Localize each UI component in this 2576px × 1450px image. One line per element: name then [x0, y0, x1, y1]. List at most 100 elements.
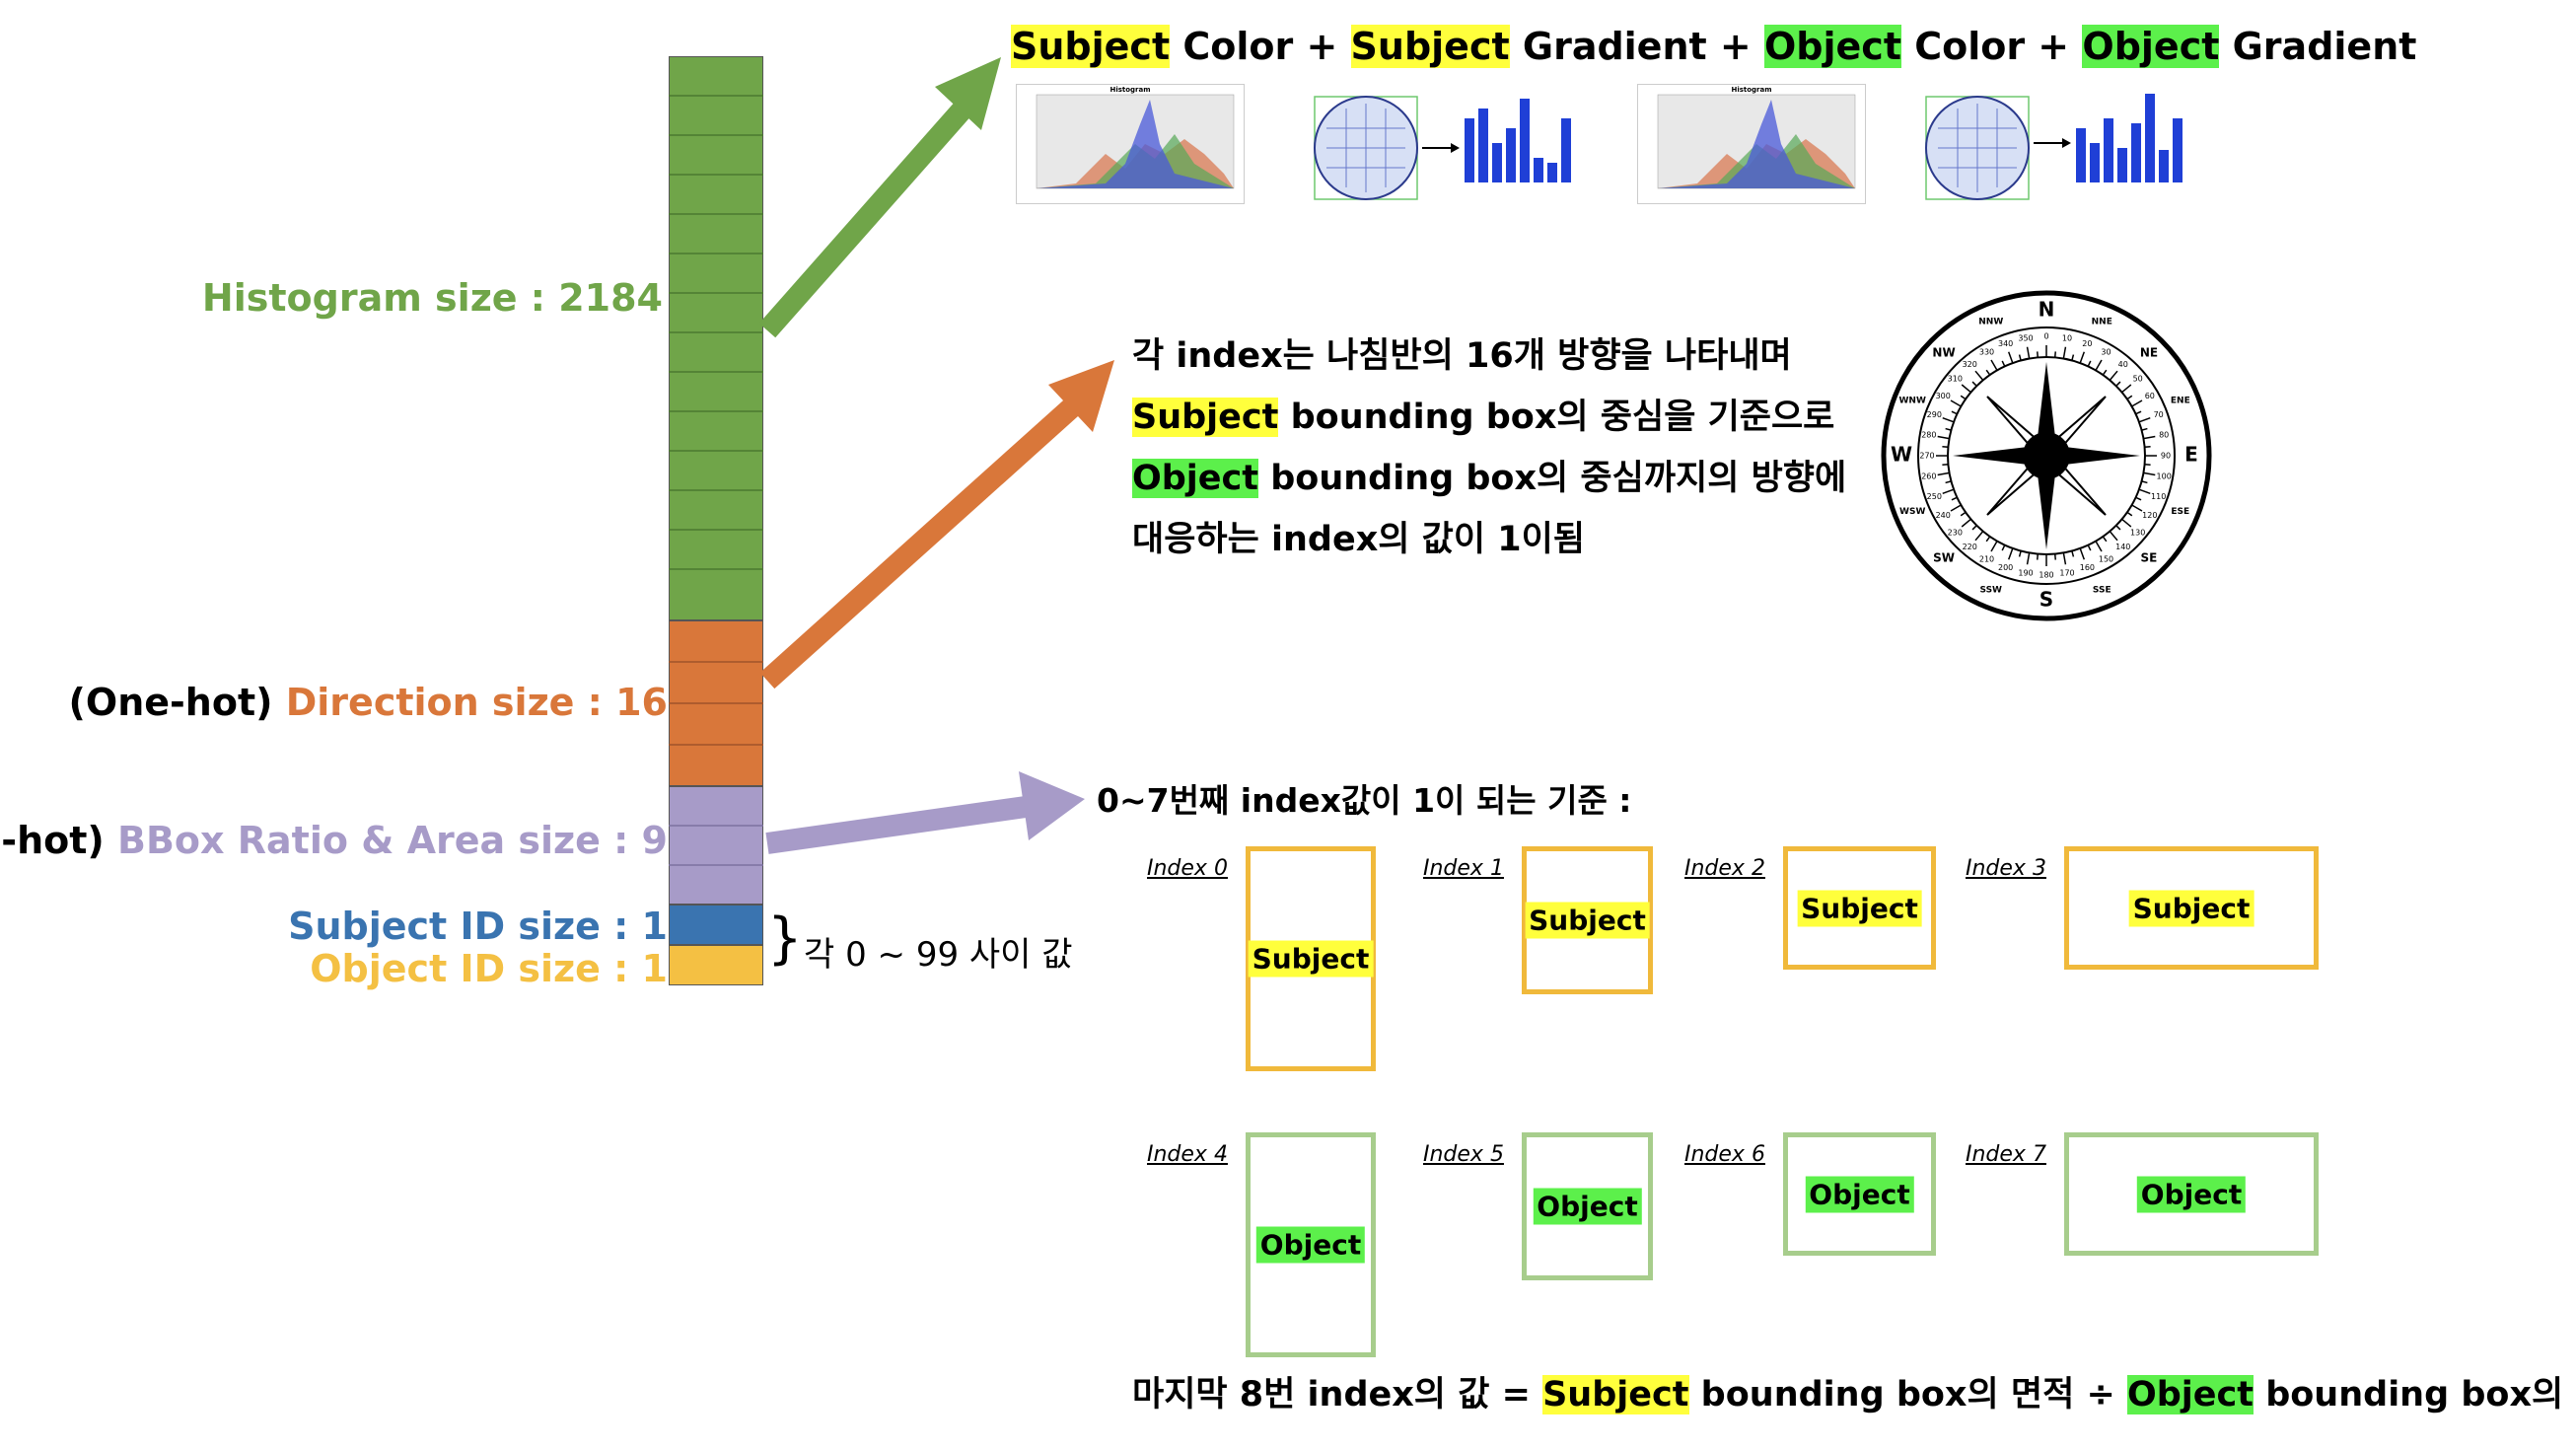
direction-desc-line-2: Subject bounding box의 중심을 기준으로 — [1132, 387, 1834, 448]
feature-vector-column — [668, 55, 764, 986]
subject-box-label: Subject — [1248, 940, 1374, 978]
compass-direction-label: SSE — [2093, 585, 2111, 595]
direction-line-3-rest: bounding box의 중심까지의 방향에 — [1258, 459, 1847, 498]
subject-gradient-illustration — [1314, 96, 1571, 200]
compass-direction-label: S — [2039, 588, 2053, 612]
compass-degree-label: 130 — [2130, 528, 2145, 537]
compass-direction-label: NNW — [1978, 318, 2003, 327]
histogram-size-label: Histogram size : 2184 — [201, 276, 663, 320]
compass-degree-label: 310 — [1948, 375, 1963, 384]
compass-direction-label: ENE — [2171, 396, 2190, 405]
direction-arrow-head — [1048, 360, 1114, 432]
compass-degree-label: 20 — [2082, 339, 2092, 348]
compass-degree-label: 280 — [1921, 430, 1936, 439]
histogram-segment — [668, 55, 764, 621]
compass-degree-label: 190 — [2018, 569, 2033, 578]
compass-direction-label: SE — [2141, 550, 2158, 564]
direction-object-highlight: Object — [1132, 459, 1259, 498]
bbox-size-text: BBox Ratio & Area size : 9 — [117, 819, 668, 862]
formula-part-1: Color + — [1170, 25, 1351, 68]
compass-direction-label: WNW — [1898, 396, 1925, 405]
subject-box-label: Subject — [2128, 890, 2254, 926]
object-box-index-5: Object — [1522, 1132, 1653, 1280]
compass-degree-label: 170 — [2059, 569, 2074, 578]
object-box-index-7: Object — [2064, 1132, 2319, 1256]
subject-box-index-0: Subject — [1246, 846, 1376, 1071]
compass-degree-label: 250 — [1927, 492, 1942, 501]
compass-degree-label: 180 — [2039, 571, 2053, 580]
subject-box-label: Subject — [1525, 902, 1650, 939]
compass-degree-label: 230 — [1948, 528, 1963, 537]
compass-degree-label: 40 — [2118, 360, 2128, 369]
feature-formula: Subject Color + Subject Gradient + Objec… — [1011, 25, 2416, 68]
id-brace: } — [767, 906, 803, 971]
index-4-label: Index 4 — [1147, 1142, 1228, 1167]
histogram-arrow-shaft — [758, 103, 970, 338]
index-2-label: Index 2 — [1684, 856, 1765, 881]
compass-degree-label: 50 — [2133, 375, 2143, 384]
formula-object-2: Object — [2082, 25, 2220, 68]
subject-box-index-1: Subject — [1522, 846, 1653, 994]
compass-direction-label: N — [2039, 298, 2055, 322]
feature-vector-bars — [668, 55, 764, 986]
compass-degree-label: 110 — [2151, 492, 2166, 501]
object-histogram-title: Histogram — [1731, 86, 1772, 94]
compass-degree-label: 120 — [2142, 511, 2157, 520]
area-formula-mid: bounding box의 면적 ÷ — [1688, 1375, 2127, 1414]
compass-degree-label: 140 — [2115, 543, 2130, 551]
bbox-size-label: (One-hot) BBox Ratio & Area size : 9 — [0, 819, 668, 862]
subject-id-segment — [668, 904, 764, 946]
index-3-label: Index 3 — [1966, 856, 2046, 881]
compass-direction-label: NNE — [2092, 318, 2112, 327]
compass-direction-label: SSW — [1980, 585, 2003, 595]
compass-degree-label: 260 — [1921, 472, 1936, 481]
compass-degree-label: 60 — [2145, 392, 2155, 400]
compass-degree-label: 0 — [2043, 332, 2048, 341]
object-box-index-4: Object — [1246, 1132, 1376, 1357]
compass-direction-label: NE — [2140, 346, 2158, 360]
direction-line-2-rest: bounding box의 중심을 기준으로 — [1278, 398, 1835, 437]
compass-degree-label: 90 — [2161, 452, 2171, 461]
compass-direction-label: WSW — [1899, 507, 1925, 517]
object-box-label: Object — [1255, 1226, 1366, 1264]
formula-subject-1: Subject — [1011, 25, 1171, 68]
area-formula-post: bounding box의 면적 — [2265, 1375, 2576, 1414]
object-histogram-thumbnail: Histogram — [1637, 84, 1866, 204]
histogram-arrow-head — [935, 57, 1001, 130]
index-5-label: Index 5 — [1423, 1142, 1504, 1167]
direction-desc-line-1: 각 index는 나침반의 16개 방향을 나타내며 — [1132, 336, 1792, 376]
direction-prefix: (One-hot) — [68, 681, 286, 724]
compass-direction-label: W — [1891, 443, 1912, 467]
subject-id-label: Subject ID size : 1 — [288, 905, 668, 948]
compass-degree-label: 70 — [2154, 410, 2164, 419]
compass-direction-label: ESE — [2171, 507, 2189, 517]
formula-part-2: Gradient + — [1509, 25, 1764, 68]
compass-degree-label: 10 — [2062, 333, 2072, 342]
formula-subject-2: Subject — [1350, 25, 1510, 68]
compass-degree-label: 270 — [1919, 452, 1934, 461]
compass-degree-label: 320 — [1963, 360, 1977, 369]
formula-part-4: Gradient — [2219, 25, 2417, 68]
bbox-arrow-shaft — [765, 796, 1028, 854]
index-1-label: Index 1 — [1423, 856, 1504, 881]
area-formula-object: Object — [2126, 1375, 2254, 1414]
compass-degree-label: 150 — [2099, 554, 2113, 563]
direction-desc-line-4: 대응하는 index의 값이 1이됨 — [1132, 520, 1585, 559]
compass-direction-label: SW — [1933, 550, 1955, 564]
compass-degree-label: 330 — [1979, 348, 1994, 357]
compass-degree-label: 340 — [1998, 339, 2013, 348]
index-7-label: Index 7 — [1966, 1142, 2046, 1167]
object-gradient-illustration — [1925, 94, 2182, 200]
compass-degree-label: 80 — [2159, 430, 2169, 439]
area-ratio-formula: 마지막 8번 index의 값 = Subject bounding box의 … — [1132, 1366, 2576, 1416]
compass-degree-label: 30 — [2101, 348, 2111, 357]
index-6-label: Index 6 — [1684, 1142, 1765, 1167]
object-box-index-6: Object — [1783, 1132, 1936, 1256]
subject-box-label: Subject — [1797, 890, 1922, 926]
object-box-label: Object — [1805, 1176, 1914, 1212]
object-box-label: Object — [2136, 1176, 2247, 1212]
object-histogram-plot — [1657, 94, 1856, 189]
subject-box-index-3: Subject — [2064, 846, 2319, 970]
